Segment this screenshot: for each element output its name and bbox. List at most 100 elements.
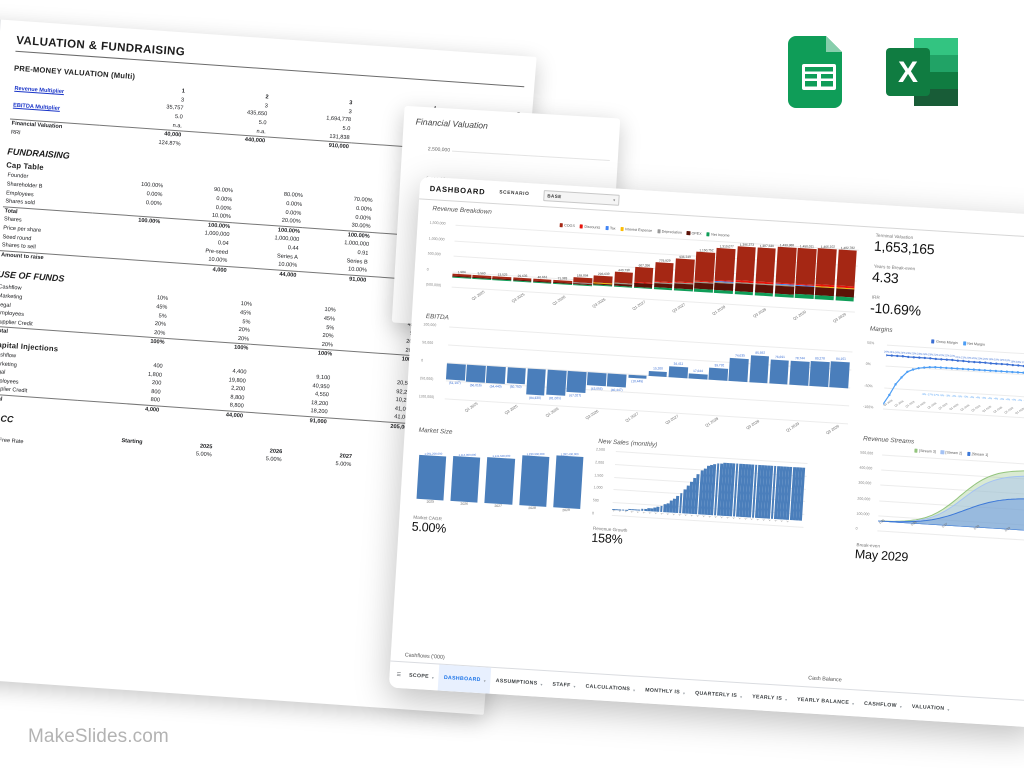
sheet-tab-monthly-is[interactable]: MONTHLY IS ▾ xyxy=(639,677,690,706)
legend-item[interactable]: [Stream 3] xyxy=(914,449,936,454)
bar[interactable]: 84,161 xyxy=(828,356,850,419)
bar[interactable]: (51,197) xyxy=(445,332,467,395)
bar[interactable]: (10,445) xyxy=(626,344,648,407)
sheet-tab-staff[interactable]: STAFF ▾ xyxy=(547,671,582,699)
bar[interactable]: 1,230,900,000 2028 xyxy=(518,452,550,510)
legend-item[interactable]: Interest Expense xyxy=(620,227,652,233)
sheet-tab-cashflow[interactable]: CASHFLOW ▾ xyxy=(858,691,907,720)
legend-item[interactable]: Tax xyxy=(605,226,616,231)
sheet-tab-valuation[interactable]: VALUATION ▾ xyxy=(906,694,955,723)
bar[interactable]: 1,466,102 xyxy=(815,245,837,301)
legend-item[interactable]: OPEX xyxy=(686,231,702,236)
bar[interactable]: 5,560 xyxy=(472,271,492,279)
bar[interactable]: 1,387,630 xyxy=(754,243,777,297)
chevron-down-icon[interactable]: ▾ xyxy=(633,687,636,693)
bar[interactable]: (67,027) xyxy=(566,340,588,403)
bar-segment xyxy=(836,249,857,287)
bar[interactable]: (54,440) xyxy=(485,335,507,398)
bar[interactable]: (84,330) xyxy=(525,337,548,401)
revenue-streams-chart[interactable]: 500,000 400,000 300,000 200,000 100,000 0 1/25… xyxy=(855,451,1024,548)
chevron-down-icon[interactable]: ▾ xyxy=(947,706,950,712)
bar[interactable]: 607,356 xyxy=(633,263,654,289)
chevron-down-icon[interactable]: ▾ xyxy=(682,690,686,696)
sheet-tab-assumptions[interactable]: ASSUMPTIONS ▾ xyxy=(490,668,548,697)
margins-chart[interactable]: 50% 0% -50% -100% 24% 24% 24% 24% 23% 23% 23% 23% 23… xyxy=(863,341,1024,426)
bar[interactable]: 80,278 xyxy=(807,355,830,418)
bar-group: (51,197) (56,016) (54,440) (50,750) (84,330)… xyxy=(445,332,850,419)
bar[interactable]: (56,016) xyxy=(465,334,487,397)
bar[interactable]: 296,639 xyxy=(593,272,613,287)
chevron-down-icon[interactable]: ▾ xyxy=(431,674,435,680)
bar[interactable]: 936,249 xyxy=(673,254,695,292)
bar[interactable]: (43,056) xyxy=(586,341,608,404)
bar[interactable]: 13,525 xyxy=(492,273,512,281)
bar[interactable]: 189,894 xyxy=(573,274,593,286)
market-size-chart[interactable]: 1,091,200,000 2025 1,114,900,000 2026 1,141,… xyxy=(412,437,586,521)
bar[interactable]: 39,732 xyxy=(707,349,729,412)
dashboard-sheet[interactable]: DASHBOARD SCENARIO BASE ▾ Revenue Breakd… xyxy=(388,176,1024,728)
bar[interactable]: 1,282,400,000 2029 xyxy=(553,452,584,512)
bar[interactable]: 1,141,500,000 2027 xyxy=(484,454,515,508)
bar[interactable]: 1,310,077 xyxy=(714,244,736,294)
bar[interactable]: 1,150,752 xyxy=(694,248,716,293)
bar-segment xyxy=(492,278,512,281)
bar[interactable]: 1,396,373 xyxy=(734,242,756,296)
bar[interactable]: 1,450,011 xyxy=(794,244,817,299)
legend-item[interactable]: Net Margin xyxy=(962,341,985,347)
sheet-tab-quarterly-is[interactable]: QUARTERLY IS ▾ xyxy=(689,680,748,709)
sheet-tab-calculations[interactable]: CALCULATIONS ▾ xyxy=(580,673,641,703)
bar-segment xyxy=(674,258,695,283)
bar[interactable]: 71,383 xyxy=(553,276,572,284)
scenario-dropdown[interactable]: BASE ▾ xyxy=(543,189,620,206)
bar[interactable]: 1,114,900,000 2026 xyxy=(450,453,481,506)
bar[interactable]: 29,636 xyxy=(512,274,532,282)
bar[interactable]: 779,929 xyxy=(653,259,675,291)
bar[interactable]: (81,021) xyxy=(546,339,568,402)
data-label: -9% xyxy=(921,392,927,397)
all-sheets-icon[interactable]: ☰ xyxy=(396,671,402,679)
legend-item[interactable]: [Stream 1] xyxy=(966,452,988,457)
bar[interactable]: 34,411 xyxy=(666,346,688,409)
bar-rect xyxy=(748,355,770,384)
bar[interactable]: 76,691 xyxy=(767,352,790,415)
chevron-down-icon[interactable]: ▾ xyxy=(784,696,788,702)
bar[interactable]: 15,200 xyxy=(646,345,668,408)
legend-item[interactable]: Net Income xyxy=(706,232,730,238)
data-label: (84,330) xyxy=(529,396,541,401)
axis-tick-label: Q1 2027 xyxy=(624,411,640,423)
bar[interactable]: 74,635 xyxy=(727,350,749,413)
chevron-down-icon[interactable]: ▾ xyxy=(483,677,486,683)
sheet-tab-yearly-balance[interactable]: YEARLY BALANCE ▾ xyxy=(791,686,860,716)
chevron-down-icon[interactable]: ▾ xyxy=(740,693,743,699)
bar-segment xyxy=(815,295,834,301)
bar[interactable]: 440,738 xyxy=(613,268,634,288)
data-label: 1,387,630 xyxy=(759,243,775,248)
bar[interactable]: (50,750) xyxy=(505,336,527,399)
bar[interactable]: 1,482,782 xyxy=(835,246,857,302)
bar[interactable]: 1,091,200,000 2025 xyxy=(416,451,447,504)
chevron-down-icon[interactable]: ▾ xyxy=(899,703,902,709)
bar[interactable]: (40,447) xyxy=(606,342,628,405)
sheet-tab-yearly-is[interactable]: YEARLY IS ▾ xyxy=(746,684,793,713)
sheet-tab-dashboard[interactable]: DASHBOARD ▾ xyxy=(438,664,492,694)
chevron-down-icon[interactable]: ▾ xyxy=(540,681,543,687)
bar[interactable]: 1,433,988 xyxy=(774,244,797,298)
bar[interactable]: 78,744 xyxy=(787,354,810,417)
axis-tick-label: (100,000) xyxy=(418,394,435,400)
chevron-down-icon[interactable]: ▾ xyxy=(573,683,576,689)
legend-item[interactable]: [Stream 2] xyxy=(940,450,962,455)
revenue-breakdown-chart[interactable]: 1,500,000 1,000,000 500,000 0 (500,000) 1,984… xyxy=(425,221,859,324)
bar[interactable]: 1,984 xyxy=(452,270,472,278)
axis-tick-label: 2,500,000 xyxy=(427,146,451,154)
bar[interactable]: 40,661 xyxy=(532,275,552,283)
bar[interactable]: 17,644 xyxy=(687,347,709,410)
legend-item[interactable]: Depreciation xyxy=(656,229,682,235)
sheet-tab-scope[interactable]: SCOPE ▾ xyxy=(403,662,439,690)
chevron-down-icon[interactable]: ▾ xyxy=(851,700,855,706)
legend-item[interactable]: COGS xyxy=(559,223,575,228)
bar[interactable]: 85,692 xyxy=(747,351,770,414)
bar-segment xyxy=(754,291,774,297)
legend-item[interactable]: Gross Margin xyxy=(931,339,958,345)
legend-item[interactable]: Discounts xyxy=(579,224,600,230)
new-sales-chart[interactable]: 2,500 2,000 1,500 1,000 500 0 1/25 1/25 1/25 1/25… xyxy=(591,447,808,535)
